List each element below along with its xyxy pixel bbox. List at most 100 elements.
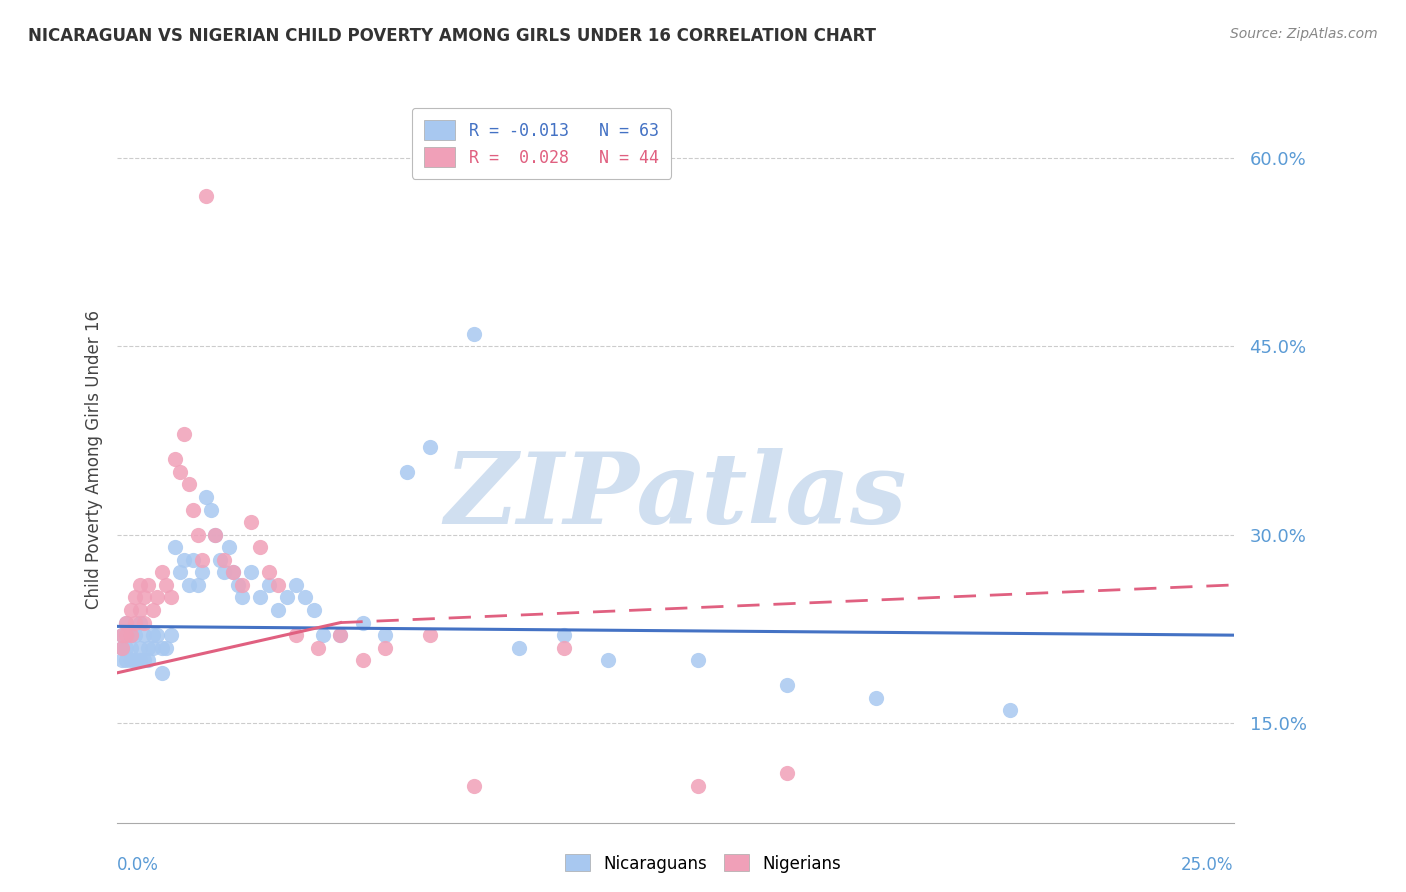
Point — [169, 465, 191, 479]
Point — [302, 603, 325, 617]
Text: NICARAGUAN VS NIGERIAN CHILD POVERTY AMONG GIRLS UNDER 16 CORRELATION CHART: NICARAGUAN VS NIGERIAN CHILD POVERTY AMO… — [28, 27, 876, 45]
Point — [352, 653, 374, 667]
Point — [553, 640, 575, 655]
Point — [173, 427, 195, 442]
Point — [776, 678, 799, 692]
Text: ZIPatlas: ZIPatlas — [444, 448, 907, 544]
Point — [204, 527, 226, 541]
Point — [195, 188, 218, 202]
Point — [222, 566, 245, 580]
Point — [294, 591, 316, 605]
Point — [132, 628, 155, 642]
Point — [155, 640, 177, 655]
Point — [115, 628, 138, 642]
Point — [142, 628, 165, 642]
Point — [146, 628, 169, 642]
Point — [776, 766, 799, 780]
Point — [218, 541, 240, 555]
Point — [284, 628, 307, 642]
Point — [240, 566, 263, 580]
Point — [120, 603, 142, 617]
Point — [111, 628, 134, 642]
Point — [865, 690, 887, 705]
Point — [1000, 704, 1022, 718]
Point — [240, 515, 263, 529]
Point — [138, 578, 160, 592]
Point — [187, 527, 209, 541]
Point — [191, 566, 214, 580]
Point — [124, 615, 146, 630]
Point — [115, 615, 138, 630]
Point — [111, 628, 134, 642]
Point — [155, 578, 177, 592]
Point — [124, 628, 146, 642]
Point — [214, 566, 236, 580]
Point — [181, 502, 204, 516]
Point — [111, 640, 134, 655]
Point — [222, 566, 245, 580]
Point — [150, 640, 173, 655]
Text: 25.0%: 25.0% — [1181, 855, 1233, 873]
Point — [463, 326, 485, 341]
Legend: Nicaraguans, Nigerians: Nicaraguans, Nigerians — [558, 847, 848, 880]
Point — [214, 553, 236, 567]
Point — [187, 578, 209, 592]
Point — [150, 665, 173, 680]
Point — [124, 653, 146, 667]
Point — [249, 541, 271, 555]
Point — [124, 591, 146, 605]
Point — [553, 628, 575, 642]
Point — [146, 591, 169, 605]
Point — [177, 477, 200, 491]
Point — [374, 640, 396, 655]
Point — [173, 553, 195, 567]
Point — [311, 628, 333, 642]
Point — [307, 640, 329, 655]
Point — [165, 541, 187, 555]
Point — [329, 628, 352, 642]
Point — [598, 653, 620, 667]
Point — [191, 553, 214, 567]
Point — [128, 653, 150, 667]
Y-axis label: Child Poverty Among Girls Under 16: Child Poverty Among Girls Under 16 — [86, 310, 103, 609]
Point — [138, 640, 160, 655]
Point — [150, 566, 173, 580]
Point — [195, 490, 218, 504]
Point — [686, 653, 709, 667]
Point — [463, 779, 485, 793]
Point — [284, 578, 307, 592]
Point — [208, 553, 231, 567]
Point — [231, 591, 253, 605]
Point — [111, 653, 134, 667]
Point — [177, 578, 200, 592]
Point — [249, 591, 271, 605]
Point — [276, 591, 298, 605]
Point — [204, 527, 226, 541]
Point — [138, 653, 160, 667]
Point — [115, 615, 138, 630]
Point — [169, 566, 191, 580]
Point — [128, 603, 150, 617]
Point — [329, 628, 352, 642]
Point — [396, 465, 419, 479]
Point — [132, 591, 155, 605]
Point — [120, 628, 142, 642]
Point — [120, 628, 142, 642]
Point — [111, 640, 134, 655]
Point — [200, 502, 222, 516]
Legend: R = -0.013   N = 63, R =  0.028   N = 44: R = -0.013 N = 63, R = 0.028 N = 44 — [412, 108, 671, 179]
Text: 0.0%: 0.0% — [117, 855, 159, 873]
Point — [165, 452, 187, 467]
Point — [374, 628, 396, 642]
Point — [128, 615, 150, 630]
Point — [115, 640, 138, 655]
Point — [128, 578, 150, 592]
Point — [419, 440, 441, 454]
Point — [686, 779, 709, 793]
Point — [226, 578, 249, 592]
Point — [115, 653, 138, 667]
Point — [142, 640, 165, 655]
Point — [142, 603, 165, 617]
Point — [508, 640, 530, 655]
Point — [419, 628, 441, 642]
